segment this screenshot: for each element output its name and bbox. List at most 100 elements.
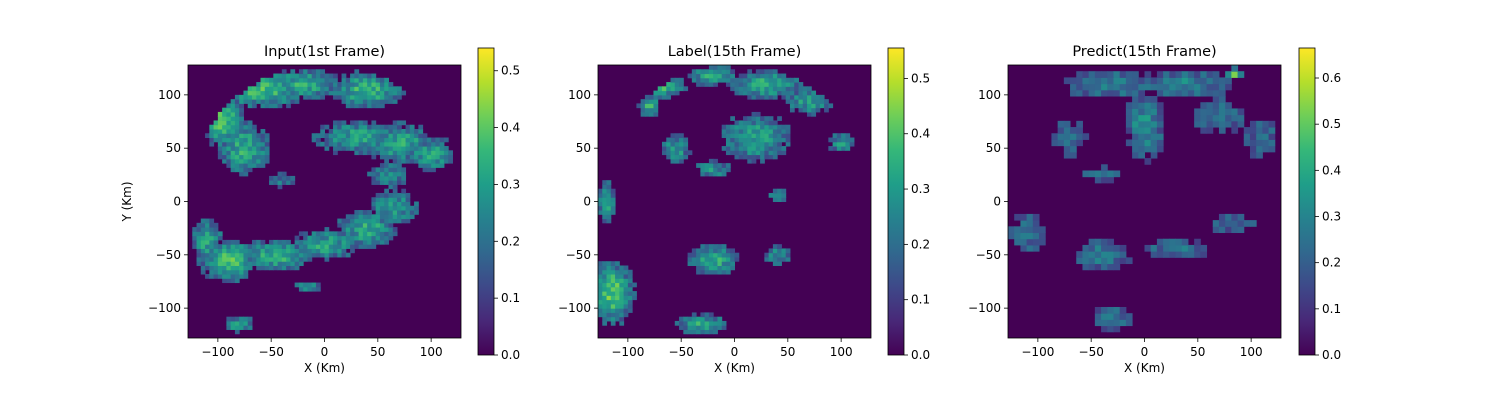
heatmap-cell: [683, 325, 689, 330]
heatmap-cell: [1243, 220, 1251, 227]
heatmap-cell: [674, 146, 680, 151]
heatmap-cell: [384, 222, 389, 228]
heatmap-cell: [1119, 71, 1127, 78]
heatmap-cell: [602, 274, 608, 279]
heatmap-cell: [798, 94, 804, 100]
heatmap-cell: [730, 137, 735, 143]
heatmap-cell: [251, 261, 257, 266]
heatmap-cell: [251, 94, 257, 100]
heatmap-cell: [619, 269, 625, 275]
heatmap-cell: [226, 158, 232, 164]
heatmap-cell: [230, 244, 236, 249]
heatmap-cell: [401, 218, 407, 224]
heatmap-cell: [405, 158, 411, 164]
heatmap-cell: [239, 158, 244, 164]
heatmap-cell: [1032, 232, 1040, 240]
heatmap-cell: [226, 107, 232, 113]
heatmap-cell: [222, 107, 227, 113]
heatmap-cell: [345, 231, 351, 237]
heatmap-cell: [1268, 133, 1276, 140]
heatmap-cell: [1082, 83, 1090, 91]
heatmap-cell: [619, 299, 625, 305]
heatmap-cell: [610, 286, 616, 292]
heatmap-cell: [610, 282, 616, 288]
heatmap-cell: [281, 261, 287, 266]
heatmap-cell: [760, 86, 765, 92]
heatmap-cell: [354, 124, 360, 130]
heatmap-cell: [781, 256, 787, 262]
heatmap-cell: [708, 261, 714, 266]
heatmap-cell: [379, 163, 385, 168]
heatmap-cell: [354, 133, 360, 139]
heatmap-cell: [700, 77, 706, 83]
heatmap-cell: [234, 265, 240, 271]
heatmap-cell: [832, 141, 838, 147]
heatmap-cell: [307, 252, 313, 258]
heatmap-cell: [1212, 108, 1220, 116]
heatmap-cell: [713, 65, 718, 70]
heatmap-cell: [409, 137, 415, 143]
heatmap-cell: [367, 227, 372, 232]
heatmap-cell: [307, 73, 313, 79]
heatmap-cell: [341, 128, 347, 134]
heatmap-cell: [1231, 226, 1239, 234]
heatmap-cell: [755, 141, 761, 147]
heatmap-cell: [1225, 83, 1232, 91]
heatmap-cell: [713, 77, 718, 83]
heatmap-cell: [1194, 251, 1201, 258]
heatmap-cell: [666, 90, 672, 96]
heatmap-cell: [640, 111, 646, 117]
heatmap-cell: [734, 77, 740, 83]
heatmap-cell: [1144, 145, 1152, 153]
heatmap-cell: [636, 103, 642, 109]
heatmap-cell: [239, 103, 244, 109]
heatmap-cell: [239, 274, 244, 279]
heatmap-cell: [269, 77, 274, 83]
heatmap-cell: [772, 73, 778, 79]
heatmap-cell: [401, 137, 407, 143]
heatmap-cell: [777, 244, 782, 249]
heatmap-cell: [598, 299, 603, 305]
heatmap-cell: [397, 86, 402, 92]
heatmap-cell: [721, 163, 727, 168]
heatmap-cell: [392, 158, 398, 164]
heatmap-cell: [269, 82, 274, 87]
heatmap-cell: [598, 308, 603, 313]
heatmap-cell: [290, 265, 296, 271]
heatmap-cell: [358, 103, 364, 109]
heatmap-cell: [243, 167, 249, 173]
heatmap-cell: [277, 261, 283, 266]
heatmap-cell: [764, 82, 770, 87]
heatmap-cell: [772, 244, 778, 249]
heatmap-cell: [256, 252, 262, 258]
heatmap-cell: [401, 120, 407, 126]
heatmap-cell: [1194, 71, 1201, 78]
heatmap-cell: [371, 214, 377, 220]
heatmap-cell: [230, 141, 236, 147]
heatmap-cell: [315, 82, 321, 87]
heatmap-cell: [243, 124, 249, 130]
heatmap-cell: [1187, 251, 1195, 258]
heatmap-cell: [303, 256, 308, 262]
heatmap-cell: [1101, 319, 1108, 327]
heatmap-cell: [431, 167, 436, 173]
heatmap-cell: [388, 235, 394, 241]
heatmap-cell: [388, 128, 394, 134]
heatmap-cell: [371, 227, 377, 232]
heatmap-cell: [725, 137, 731, 143]
heatmap-cell: [230, 269, 236, 275]
heatmap-cell: [388, 231, 394, 237]
heatmap-cell: [371, 90, 377, 96]
heatmap-cell: [230, 158, 236, 164]
heatmap-cell: [794, 86, 799, 92]
heatmap-cell: [269, 239, 274, 245]
heatmap-cell: [653, 107, 659, 113]
heatmap-cell: [375, 222, 381, 228]
heatmap-cell: [205, 261, 210, 266]
heatmap-cell: [418, 146, 424, 151]
y-tick-label: −50: [156, 248, 181, 262]
heatmap-cell: [286, 256, 291, 262]
heatmap-cell: [328, 77, 334, 83]
heatmap-cell: [337, 231, 343, 237]
heatmap-cell: [760, 146, 765, 151]
